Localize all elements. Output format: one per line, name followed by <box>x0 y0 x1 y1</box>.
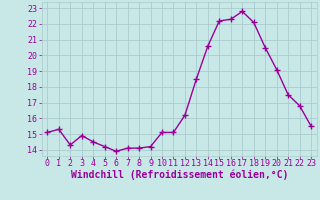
X-axis label: Windchill (Refroidissement éolien,°C): Windchill (Refroidissement éolien,°C) <box>70 169 288 180</box>
